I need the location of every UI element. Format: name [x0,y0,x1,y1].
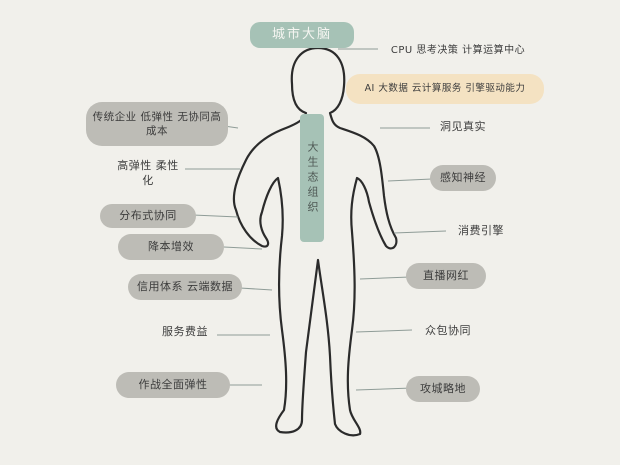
right-item-ai-bigdata: AI 大数据 云计算服务 引擎驱动能力 [346,74,544,104]
left-item-service-benefit: 服务费益 [162,324,208,338]
right-item-insight: 洞见真实 [440,119,486,133]
left-item-traditional-enterprise: 传统企业 低弹性 无协同高成本 [86,102,228,146]
right-item-live-stream: 直播网红 [406,263,486,289]
right-item-cpu-center: CPU 思考决策 计算运算中心 [390,45,526,57]
left-item-high-elasticity: 高弹性 柔性化 [117,159,179,187]
left-item-cost-efficiency: 降本增效 [118,234,224,260]
left-item-distributed-collab: 分布式协同 [100,204,196,228]
right-item-conquest: 攻城略地 [406,376,480,402]
left-item-full-elasticity: 作战全面弹性 [116,372,230,398]
spine-label-box: 大生态组织 [300,114,324,242]
human-body-outline [232,46,398,437]
spine-label: 大生态组织 [306,140,319,216]
right-item-crowdsource: 众包协同 [425,323,471,337]
diagram-title: 城市大脑 [250,22,354,48]
connector-lines [185,48,447,391]
left-item-credit-system: 信用体系 云端数据 [128,274,242,300]
right-item-perception: 感知神经 [430,165,496,191]
right-item-consumer-engine: 消费引擎 [458,223,504,237]
